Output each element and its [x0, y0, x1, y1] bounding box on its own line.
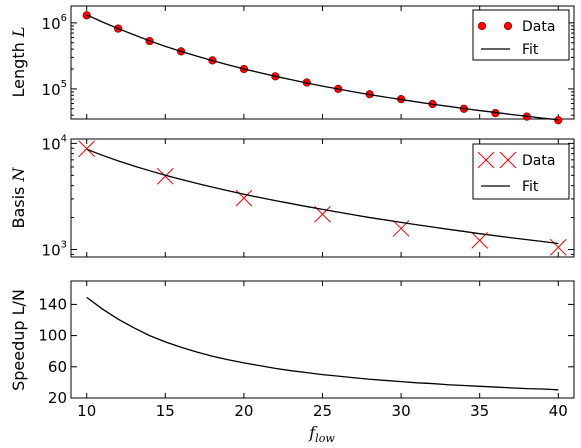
p0-ytick-label-1: 106 — [42, 13, 67, 33]
length-legend-data-label: Data — [522, 19, 555, 35]
basis-panel: 103 104 Basis N Data Fit — [9, 133, 575, 260]
length-legend-data-marker-2 — [503, 21, 513, 31]
length-ylabel-text: Length — [9, 42, 28, 97]
p2-ytick-label-1: 60 — [48, 358, 67, 376]
length-panel: 105 106 Length L Data Fit — [9, 5, 575, 125]
basis-legend-box — [472, 143, 570, 200]
xlabel-symbol: f — [308, 423, 318, 442]
length-ticks: 105 106 — [42, 6, 574, 119]
xtick-label-4: 30 — [392, 402, 411, 420]
xlabel: flow — [308, 423, 335, 445]
basis-legend-data-marker-1 — [477, 151, 495, 169]
length-legend-data-marker-1 — [477, 21, 487, 31]
p2-ytick-label-0: 20 — [48, 389, 67, 407]
length-ylabel-symbol: L — [9, 27, 28, 39]
xtick-label-3: 25 — [313, 402, 332, 420]
speedup-ylabel: Speedup L/N — [9, 289, 28, 391]
xtick-label-6: 40 — [549, 402, 568, 420]
basis-ylabel-text: Basis — [9, 187, 28, 229]
speedup-panel: 20 60 100 140 10 15 20 25 30 35 40 Speedup L/N flo… — [9, 280, 575, 445]
basis-legend-fit-label: Fit — [522, 179, 539, 195]
basis-ylabel: Basis N — [9, 167, 28, 229]
basis-legend-data-label: Data — [522, 153, 555, 169]
length-legend-box — [472, 9, 570, 61]
p1-series-fit-line — [86, 148, 559, 245]
xtick-label-1: 15 — [156, 402, 175, 420]
speedup-marks — [86, 296, 559, 391]
basis-legend: Data Fit — [472, 143, 570, 200]
speedup-plot-frame — [70, 280, 575, 399]
length-ylabel: Length L — [9, 27, 28, 98]
p0-data-point-15 — [554, 116, 563, 125]
length-legend: Data Fit — [472, 9, 570, 61]
xlabel-subscript: low — [315, 432, 335, 445]
p1-ytick-label-0: 103 — [42, 240, 67, 260]
basis-marks — [78, 140, 567, 256]
xtick-label-2: 20 — [234, 402, 253, 420]
basis-legend-data-marker-2 — [499, 151, 517, 169]
speedup-ticks: 20 60 100 140 10 15 20 25 30 35 40 — [38, 281, 574, 420]
length-marks — [82, 11, 563, 125]
xtick-label-0: 10 — [77, 402, 96, 420]
p1-data-point-6 — [549, 238, 567, 256]
p0-series-fit-line — [86, 14, 559, 121]
p2-series-line-line — [86, 296, 559, 391]
p1-ytick-label-1: 104 — [42, 133, 67, 153]
basis-ticks: 103 104 — [42, 133, 574, 260]
length-legend-fit-label: Fit — [522, 42, 539, 58]
p1-data-point-0 — [78, 140, 96, 158]
p2-ytick-label-3: 140 — [38, 295, 67, 313]
p0-ytick-label-0: 105 — [42, 79, 67, 99]
p2-ytick-label-2: 100 — [38, 327, 67, 345]
basis-ylabel-symbol: N — [9, 167, 28, 183]
p1-data-point-1 — [156, 167, 174, 185]
xtick-label-5: 35 — [470, 402, 489, 420]
